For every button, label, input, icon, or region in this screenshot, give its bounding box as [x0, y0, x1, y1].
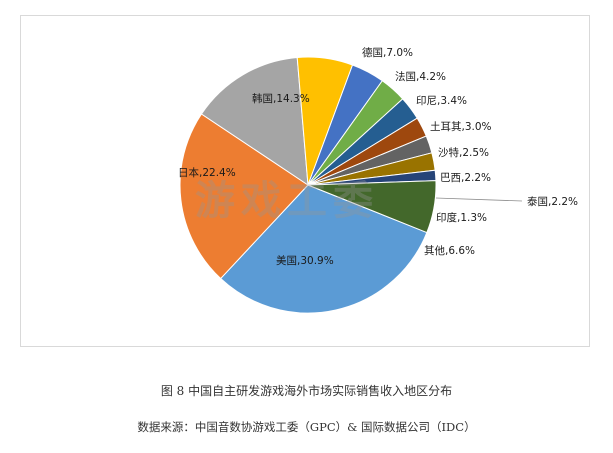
pie-slice-0 [219, 184, 428, 314]
slice-label-5: 印尼,3.4% [416, 95, 467, 107]
slice-label-11: 其他,6.6% [424, 244, 475, 257]
slice-label-6: 土耳其,3.0% [430, 120, 492, 133]
slice-label-0: 美国,30.9% [276, 254, 334, 267]
slice-label-9: 泰国,2.2% [527, 195, 578, 208]
slice-label-7: 沙特,2.5% [438, 147, 489, 159]
figure-caption: 图 8 中国自主研发游戏海外市场实际销售收入地区分布 [160, 384, 453, 398]
slice-label-1: 日本,22.4% [178, 166, 236, 179]
leader-line [435, 197, 523, 202]
pie-slice-11 [307, 180, 437, 234]
slice-label-2: 韩国,14.3% [252, 92, 310, 105]
slice-label-10: 印度,1.3% [436, 211, 487, 224]
pie-slice-2 [200, 56, 309, 186]
slice-label-3: 德国,7.0% [362, 46, 413, 59]
slice-label-4: 法国,4.2% [395, 70, 446, 83]
pie-slice-1 [179, 113, 309, 280]
source-caption: 数据来源：中国音数协游戏工委（GPC）& 国际数据公司（IDC） [137, 420, 476, 434]
slice-label-8: 巴西,2.2% [440, 172, 491, 184]
watermark: 游戏工委 [195, 177, 379, 224]
